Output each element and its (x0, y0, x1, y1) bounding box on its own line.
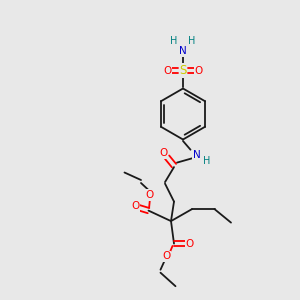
Text: O: O (159, 148, 168, 158)
Text: O: O (162, 251, 171, 261)
Text: N: N (179, 46, 187, 56)
Text: N: N (193, 150, 200, 160)
Text: O: O (194, 65, 203, 76)
Text: S: S (179, 64, 187, 77)
Text: O: O (185, 238, 194, 249)
Text: O: O (163, 65, 172, 76)
Text: H: H (188, 35, 196, 46)
Text: H: H (170, 35, 178, 46)
Text: O: O (146, 190, 154, 200)
Text: H: H (203, 156, 211, 166)
Text: O: O (131, 201, 139, 211)
